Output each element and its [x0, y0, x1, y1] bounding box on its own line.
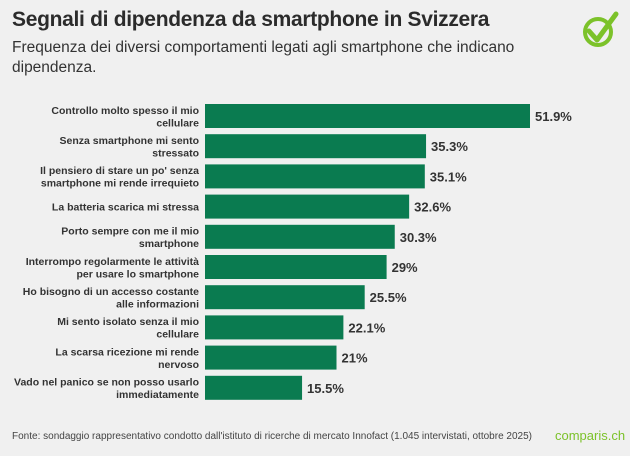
bar [205, 315, 344, 340]
value-label: 21% [342, 351, 368, 366]
category-label: La batteria scarica mi stressa [52, 202, 199, 214]
value-label: 35.1% [430, 169, 467, 184]
category-label: Mi sento isolato senza il mio cellulare [57, 316, 199, 341]
value-label: 35.3% [431, 139, 468, 154]
checkmark-logo-icon [583, 11, 619, 47]
category-label: Il pensiero di stare un po' senza smartph… [40, 165, 199, 190]
value-label: 25.5% [370, 290, 407, 305]
category-label: La scarsa ricezione mi rende nervoso [55, 346, 199, 371]
bar [205, 134, 427, 159]
brand-logo: comparis.ch [555, 428, 626, 443]
bar [205, 194, 410, 219]
bar [205, 345, 337, 370]
value-label: 29% [392, 260, 418, 275]
value-label: 32.6% [414, 200, 451, 215]
category-label: Controllo molto spesso il mio cellulare [51, 105, 199, 130]
bar [205, 375, 303, 400]
category-label: Senza smartphone mi sento stressato [60, 135, 199, 160]
category-label: Ho bisogno di un accesso costante alle in… [23, 286, 199, 311]
source-note: Fonte: sondaggio rappresentativo condott… [12, 431, 532, 442]
bar [205, 255, 387, 279]
category-label: Porto sempre con me il mio smartphone [61, 226, 199, 251]
category-label: Interrompo regolarmente le attività per u… [26, 256, 199, 281]
value-label: 30.3% [400, 230, 437, 245]
value-label: 51.9% [535, 109, 572, 124]
chart-title: Segnali di dipendenza da smartphone in S… [12, 8, 490, 31]
bar [205, 224, 395, 249]
value-label: 15.5% [307, 381, 344, 396]
category-label: Vado nel panico se non posso usarlo immed… [14, 377, 199, 402]
chart-subtitle: Frequenza dei diversi comportamenti lega… [12, 39, 515, 76]
value-label: 22.1% [348, 320, 385, 335]
bar-chart: Controllo molto spesso il mio cellulare 51… [14, 104, 572, 402]
bar [205, 164, 425, 189]
bar [205, 285, 365, 310]
bar [205, 104, 530, 128]
